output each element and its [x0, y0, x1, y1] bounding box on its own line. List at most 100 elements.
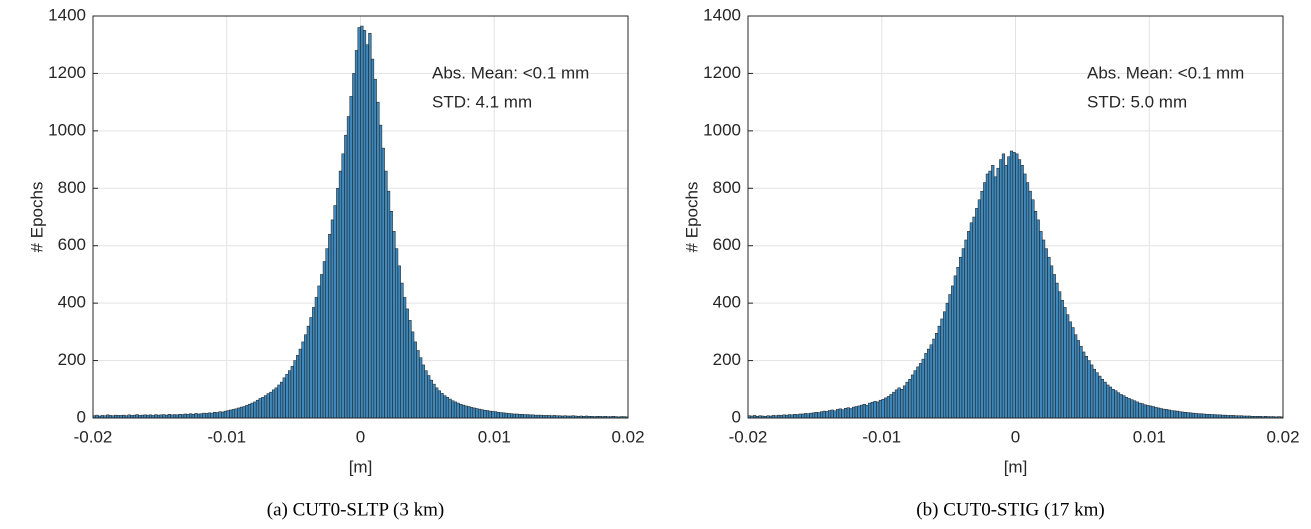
histogram-bar [983, 182, 987, 419]
histogram-bar [969, 222, 973, 419]
histogram-bar [886, 396, 891, 419]
histogram-bar [475, 408, 479, 419]
histogram-bar [322, 261, 326, 419]
histogram-bar [389, 211, 393, 419]
histogram-bar [1044, 248, 1048, 419]
histogram-bar [178, 414, 182, 419]
histogram-bar [218, 411, 222, 419]
histogram-bar [523, 414, 527, 419]
histogram-bar [873, 401, 877, 419]
histogram-bar [274, 387, 278, 419]
histogram-bar [397, 265, 401, 419]
histogram-bar [255, 399, 260, 419]
histogram-bar [1068, 321, 1072, 419]
x-tick-label: 0.01 [478, 427, 511, 446]
histogram-bar [239, 406, 244, 419]
histogram-bar [301, 341, 305, 419]
histogram-bar [972, 216, 976, 419]
histogram-bar [916, 366, 920, 419]
histogram-bar [817, 412, 821, 419]
histogram-bar [1108, 386, 1113, 419]
histogram-bar [881, 399, 885, 419]
histogram-bar [1012, 152, 1016, 419]
x-tick-label: 0 [1011, 427, 1020, 446]
histogram-bar [507, 413, 511, 419]
histogram-bar [1106, 384, 1110, 419]
histogram-bar [854, 406, 858, 419]
histogram-bar [1210, 414, 1214, 419]
histogram-bar [1119, 394, 1123, 419]
annotation: STD: 5.0 mm [1087, 92, 1187, 111]
histogram-bar [485, 410, 490, 419]
histogram-bar [365, 44, 369, 419]
histogram-bar [202, 412, 206, 419]
histogram-bar [1042, 239, 1046, 419]
histogram-bar [940, 318, 944, 419]
histogram-bar [953, 275, 957, 419]
histogram-bar [918, 363, 923, 419]
histogram-bar [186, 414, 190, 419]
histogram-bar [910, 374, 915, 419]
y-tick-label: 1200 [703, 63, 741, 82]
histogram-bar [860, 404, 864, 419]
histogram-bar [480, 409, 484, 419]
histogram-bar [1074, 334, 1078, 419]
histogram-bar [403, 297, 407, 419]
histogram-bar [996, 167, 1000, 419]
histogram-bar [1191, 412, 1195, 419]
histogram-bar [1076, 340, 1080, 419]
y-tick-label: 400 [713, 293, 741, 312]
histogram-bar [937, 325, 941, 419]
histogram-bar [1170, 410, 1174, 419]
histogram-bar [261, 397, 265, 419]
histogram-bar [862, 403, 866, 419]
histogram-bar [993, 176, 998, 419]
histogram-bar [1015, 153, 1019, 419]
histogram-bar [1189, 412, 1193, 419]
histogram-bar [1084, 356, 1088, 419]
histogram-bar [427, 375, 431, 419]
histogram-bar [908, 378, 912, 419]
histogram-bar [878, 399, 883, 419]
x-tick-label: -0.02 [74, 427, 113, 446]
histogram-bar [913, 370, 917, 419]
histogram-bar [237, 407, 241, 419]
histogram-bar [1207, 414, 1212, 419]
histogram-bar [429, 379, 433, 419]
histogram-bar [395, 248, 399, 419]
histogram-bar [1162, 408, 1166, 419]
histogram-bar [900, 389, 904, 419]
histogram-bar [210, 412, 214, 419]
histogram-bar [381, 147, 385, 419]
histogram-bar [1213, 414, 1217, 419]
histogram-bar [857, 405, 861, 419]
histogram-bar [1036, 219, 1040, 419]
histogram-bar [424, 370, 428, 419]
histogram-bar [1159, 408, 1163, 419]
histogram-bar [1050, 265, 1054, 419]
histogram-bar [467, 406, 471, 419]
x-tick-label: 0.02 [611, 427, 644, 446]
x-axis-label: [m] [349, 457, 373, 476]
histogram-bar [1122, 395, 1126, 419]
histogram-bar [1175, 410, 1179, 419]
histogram-bar [333, 205, 337, 419]
histogram-bar [1060, 300, 1064, 419]
x-tick-label: 0.01 [1133, 427, 1166, 446]
y-tick-label: 200 [58, 350, 86, 369]
histogram-bar [317, 285, 321, 419]
histogram-bar [250, 402, 254, 419]
histogram-bar [245, 405, 249, 419]
histogram-bar [787, 414, 792, 419]
histogram-bar [162, 414, 166, 419]
histogram-bar [263, 395, 268, 419]
histogram-bar [362, 30, 367, 419]
histogram-bar [258, 398, 262, 419]
histogram-bar [1025, 182, 1030, 419]
histogram-bar [349, 96, 353, 419]
histogram-bar [838, 408, 842, 419]
histogram-bar [296, 355, 300, 419]
y-tick-label: 1400 [48, 5, 86, 24]
